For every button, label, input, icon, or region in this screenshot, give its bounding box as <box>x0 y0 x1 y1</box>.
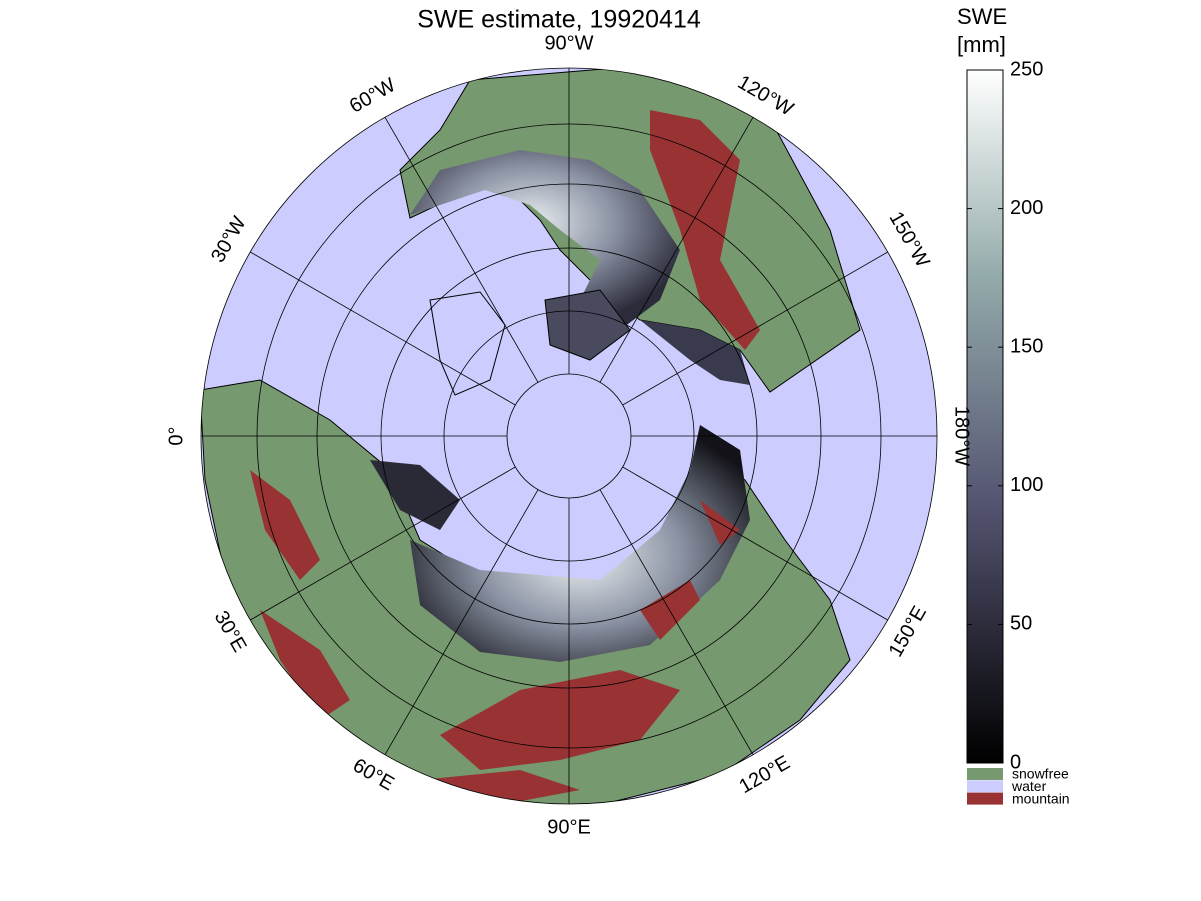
meridian <box>599 117 754 383</box>
meridian-label: 180°W <box>951 406 973 466</box>
meridian-label: 60°W <box>346 74 400 118</box>
legend-swatch <box>967 780 1003 793</box>
colorbar-tick-label: 200 <box>1010 197 1043 219</box>
colorbar-title: [mm] <box>957 32 1006 57</box>
legend-label: mountain <box>1012 790 1070 806</box>
colorbar-tick-label: 0 <box>1010 751 1021 773</box>
meridian-label: 30°W <box>207 213 251 267</box>
legend-label: snowfree <box>1012 766 1069 782</box>
colorbar <box>966 69 1004 764</box>
meridian-label: 30°E <box>210 607 251 656</box>
colorbar-tick-label: 250 <box>1010 58 1043 80</box>
meridian <box>622 466 888 621</box>
meridian <box>250 466 516 621</box>
meridian-label: 0° <box>165 426 187 445</box>
meridian <box>622 251 888 406</box>
meridian <box>384 489 539 755</box>
greenland-outline <box>429 291 506 396</box>
canadian-islands <box>544 289 631 361</box>
meridian <box>599 489 754 755</box>
map-title: SWE estimate, 19920414 <box>417 6 701 34</box>
meridian-label: 90°E <box>547 816 591 838</box>
graticule <box>200 67 938 805</box>
colorbar-tick-label: 100 <box>1010 474 1043 496</box>
snow-north-america <box>410 150 680 330</box>
mountain-siberia <box>640 500 740 640</box>
meridian-label: 90°W <box>544 32 593 54</box>
colorbar-tick-label: 150 <box>1010 335 1043 357</box>
snow-north-america-east <box>640 320 750 385</box>
legend-swatch <box>967 792 1003 805</box>
map-disk <box>201 68 937 804</box>
legend-swatch <box>967 768 1003 780</box>
meridian <box>250 251 516 406</box>
mountain-europe <box>250 470 350 720</box>
mountain-central-asia <box>440 670 680 770</box>
colorbar-tick-label: 50 <box>1010 613 1032 635</box>
colorbar-title: SWE <box>957 4 1007 29</box>
meridian-label: 60°E <box>349 754 398 795</box>
mountain-himalaya <box>420 770 580 804</box>
snow-scandinavia <box>370 460 460 530</box>
meridian <box>384 117 539 383</box>
legend-label: water <box>1011 778 1047 794</box>
